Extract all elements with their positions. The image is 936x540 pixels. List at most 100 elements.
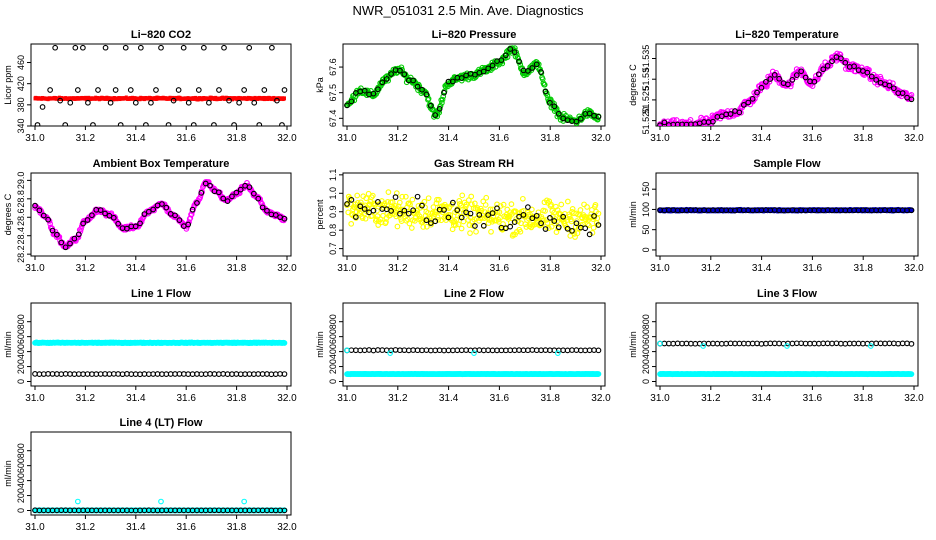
y-tick-label: 0 — [16, 508, 26, 513]
y-tick-label: 400 — [16, 473, 26, 488]
y-tick-label: 200 — [16, 488, 26, 503]
data-point — [535, 61, 542, 68]
data-point — [233, 189, 240, 196]
data-point — [406, 220, 413, 227]
x-tick-label: 31.6 — [803, 133, 823, 144]
data-point — [357, 203, 364, 210]
data-point — [264, 207, 270, 214]
data-point — [511, 219, 518, 225]
data-point — [95, 87, 101, 93]
data-point — [385, 189, 392, 195]
x-tick-label: 31.2 — [388, 393, 408, 404]
data-point — [485, 212, 492, 218]
x-tick-label: 31.0 — [337, 393, 357, 404]
data-point — [115, 220, 122, 227]
data-point — [558, 201, 565, 208]
data-point — [500, 201, 507, 208]
data-point — [432, 112, 439, 118]
data-point — [740, 102, 747, 108]
x-tick-label: 31.6 — [490, 133, 510, 144]
data-point — [158, 498, 164, 505]
data-point — [54, 231, 60, 238]
y-tick-label: 0 — [328, 379, 338, 384]
data-point — [45, 216, 51, 223]
y-tick-label: 100 — [641, 202, 651, 217]
data-point — [348, 197, 355, 203]
x-tick-label: 31.0 — [650, 263, 670, 274]
x-tick-label: 31.0 — [25, 393, 45, 404]
plot-area — [32, 339, 288, 378]
data-point — [517, 228, 524, 235]
data-point — [657, 340, 663, 347]
data-point — [80, 220, 86, 227]
data-point — [473, 228, 479, 235]
data-point — [441, 207, 447, 213]
data-point — [573, 220, 580, 227]
data-point — [137, 44, 144, 51]
data-point — [372, 92, 378, 99]
data-point — [467, 230, 473, 236]
chart-title: Line 4 (LT) Flow — [120, 417, 203, 429]
data-point — [74, 87, 81, 93]
data-point — [568, 218, 575, 225]
x-tick-label: 31.4 — [752, 263, 772, 274]
data-point — [584, 204, 590, 210]
data-point — [170, 97, 177, 104]
data-point — [436, 105, 443, 112]
plot-area — [344, 347, 602, 378]
data-point — [440, 93, 447, 100]
data-point — [246, 184, 253, 191]
data-point — [122, 44, 129, 51]
data-point — [145, 208, 152, 215]
data-point — [564, 225, 571, 232]
data-point — [106, 212, 113, 219]
y-tick-label: 800 — [16, 314, 26, 329]
data-point — [176, 217, 183, 223]
y-axis-label: Licor ppm — [3, 65, 13, 105]
x-tick-label: 31.6 — [490, 263, 510, 274]
data-point — [439, 99, 445, 106]
data-point — [256, 122, 263, 126]
x-tick-label: 31.0 — [650, 133, 670, 144]
data-point — [496, 209, 503, 215]
data-point — [397, 210, 403, 217]
y-tick-label: 0.7 — [328, 242, 338, 255]
data-point — [251, 99, 258, 106]
x-tick-label: 31.6 — [176, 393, 196, 404]
data-point — [281, 215, 288, 222]
x-tick-label: 32.0 — [904, 133, 924, 144]
data-point — [890, 85, 897, 92]
y-tick-label: 0 — [641, 379, 651, 384]
data-point — [207, 182, 213, 189]
data-point — [595, 347, 602, 354]
data-point — [441, 89, 447, 96]
data-point — [657, 122, 663, 126]
x-tick-label: 32.0 — [277, 393, 297, 404]
data-point — [789, 77, 796, 83]
data-point — [459, 206, 466, 213]
data-point — [467, 210, 474, 217]
data-point — [582, 225, 589, 232]
data-point — [811, 78, 818, 85]
data-point — [483, 194, 490, 201]
data-point — [72, 44, 79, 51]
data-point — [586, 222, 592, 229]
data-point — [754, 92, 760, 98]
data-point — [554, 350, 561, 356]
y-tick-label: 28.6 — [16, 209, 26, 227]
x-tick-label: 31.2 — [701, 133, 721, 144]
data-point — [250, 190, 257, 197]
data-point — [237, 186, 244, 193]
data-point — [745, 99, 752, 106]
y-tick-label: 67.5 — [328, 84, 338, 102]
data-point — [569, 227, 575, 234]
data-point — [555, 110, 562, 117]
data-point — [727, 111, 734, 117]
y-tick-label: 600 — [16, 329, 26, 344]
data-point — [551, 218, 558, 224]
data-point — [661, 119, 668, 126]
x-tick-label: 31.0 — [650, 393, 670, 404]
data-point — [542, 208, 548, 214]
plot-frame — [30, 43, 292, 127]
